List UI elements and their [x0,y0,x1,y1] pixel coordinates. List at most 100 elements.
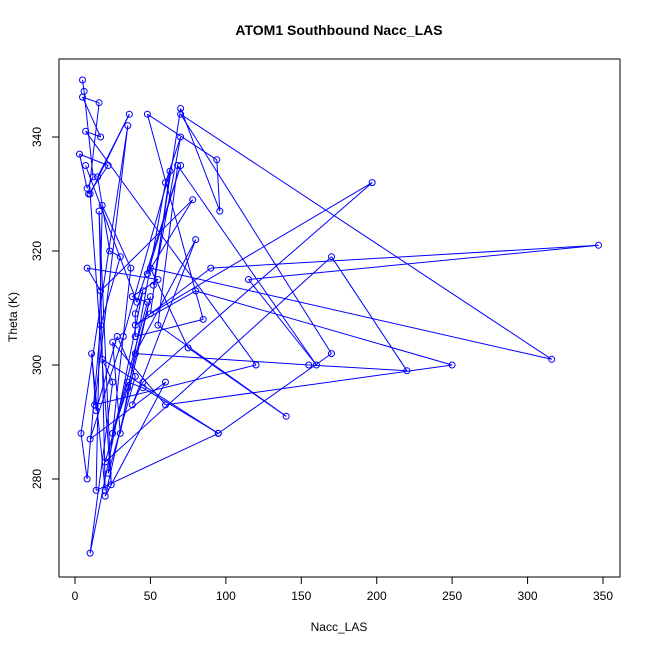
data-point [146,293,154,301]
data-point [94,173,102,181]
data-point [131,310,139,318]
x-tick-label: 50 [144,589,158,603]
series-segment [218,353,332,434]
data-point [368,179,376,187]
x-tick-label: 350 [593,589,613,603]
data-point [177,133,185,141]
data-point [305,361,313,369]
data-point [109,378,117,386]
series-segment [331,256,408,371]
chart-title: ATOM1 Southbound Nacc_LAS [235,22,442,38]
series-segment [127,296,151,388]
series-segment [91,353,97,411]
data-point [89,173,97,181]
data-point [104,469,112,477]
y-axis: 280 300 320 340 [30,127,60,489]
series-segment [80,125,129,434]
data-point [162,401,169,409]
data-point [328,253,335,261]
series-segment [94,125,129,405]
series-segment [87,267,159,280]
series-segment [134,290,144,314]
series-segment [131,381,144,406]
series-segment [101,359,114,383]
data-point [131,333,139,340]
data-point [312,361,320,369]
y-tick-label: 340 [30,127,44,147]
series-segment [89,382,114,554]
data-point [131,350,139,358]
data-point [92,407,100,415]
series-segment [180,113,552,360]
data-point [177,110,185,118]
x-axis-label: Nacc_LAS [311,620,368,634]
x-tick-label: 250 [442,589,462,603]
series-segment [104,381,166,497]
data-point [133,298,141,306]
series-segment [86,267,102,292]
x-tick-label: 200 [367,589,387,603]
series-segment [101,205,132,269]
data-point [98,355,106,363]
series-segment [135,318,204,337]
data-point [154,276,162,283]
data-point [97,133,105,141]
data-point [162,179,169,187]
data-point [79,93,86,101]
data-point [448,361,456,369]
data-point [174,162,182,169]
data-point [192,287,200,295]
series-segment [82,79,85,92]
series-segment [216,159,221,212]
data-point [245,276,252,283]
data-point [192,236,200,244]
data-point [82,162,90,169]
series-segment [135,353,309,366]
x-tick-label: 150 [291,589,311,603]
series-segment [131,239,197,406]
series-segment [100,199,194,292]
y-axis-label: Theta (K) [6,292,20,342]
series-segment [79,153,109,166]
data-point [107,481,115,489]
data-point [92,486,100,494]
data-point [595,241,602,249]
series-segment [142,182,373,383]
data-point [252,361,260,369]
data-point [116,429,124,437]
data-point [79,76,86,84]
series-segment [101,358,219,434]
data-point [146,264,154,272]
data-point [139,378,147,386]
series-segment [146,199,194,275]
data-point [328,350,335,358]
series-segment [150,182,373,315]
data-point [199,315,207,323]
data-point [124,384,132,392]
series-segment [180,113,332,354]
data-point [95,99,103,107]
series-segment [112,302,148,434]
series-segment [119,182,166,434]
data-point [106,247,114,255]
data-point [125,110,133,118]
x-tick-label: 0 [72,589,79,603]
series-segment [142,387,219,434]
data-point [109,338,117,346]
series-segment [165,136,182,183]
data-point [282,412,290,420]
series-segment [195,290,453,366]
data-point [189,196,197,204]
data-point [143,110,151,118]
y-tick-label: 300 [30,355,44,375]
series-segment [89,113,130,195]
data-point [101,492,109,500]
series-segment [134,239,197,354]
series-segment [83,91,94,177]
data-point [95,207,103,215]
series-segment [149,171,171,314]
series-segment [89,336,124,440]
data-point [131,321,139,329]
data-point [128,293,136,301]
x-tick-label: 300 [518,589,538,603]
